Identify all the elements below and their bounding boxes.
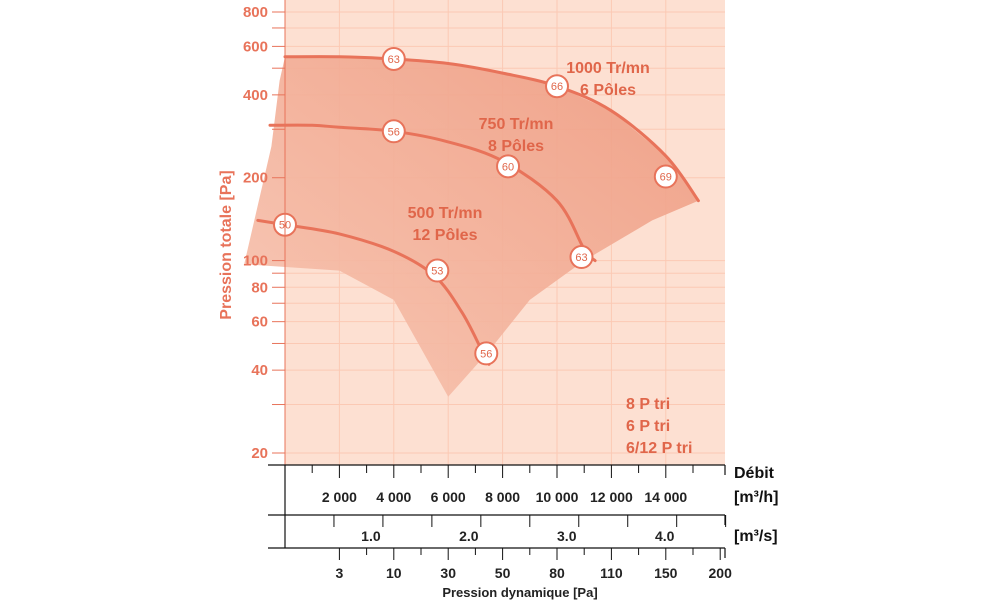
x-axis-m3s-unit: [m³/s] [734,528,778,545]
x-m3h-tick-14000: 14 000 [644,489,687,505]
x-dyn-tick-110: 110 [600,565,623,581]
series-line-0 [283,55,700,203]
svg-text:66: 66 [551,81,563,93]
series-0-marker-66: 66 [545,74,569,99]
svg-text:56: 56 [388,126,400,138]
series-line-1 [268,123,597,263]
series-2-marker-56: 56 [474,341,499,366]
y-tick-label-100: 100 [243,253,268,270]
series-0-marker-63: 63 [381,46,406,71]
x-m3s-tick-3.0: 3.0 [557,528,577,544]
x-m3h-tick-6000: 6 000 [431,489,466,505]
x-dyn-tick-30: 30 [440,565,456,581]
annotation-8p-tri: 8 P tri [626,396,670,413]
x-m3h-tick-8000: 8 000 [485,489,520,505]
y-axis-title: Pression totale [Pa] [218,170,235,319]
x-dyn-tick-150: 150 [654,565,678,581]
x-m3h-tick-2000: 2 000 [322,489,357,505]
y-axis: 800 600 400 200 100 80 60 40 20 [243,0,286,465]
svg-text:56: 56 [480,348,492,360]
svg-text:53: 53 [431,266,443,278]
svg-text:60: 60 [502,161,514,173]
y-tick-label-40: 40 [251,362,268,379]
x-axis-debit-head: Débit [734,465,775,482]
x-m3s-tick-2.0: 2.0 [459,528,479,544]
x-dyn-tick-10: 10 [386,565,402,581]
series-0-marker-69: 69 [653,164,678,189]
annotation-6-12p-tri: 6/12 P tri [626,440,692,457]
series-label-750-speed: 750 Tr/mn [479,116,554,133]
series-label-1000-speed: 1000 Tr/mn [566,60,650,77]
series-label-500-poles: 12 Pôles [413,227,478,244]
bottom-axes: 2 000 4 000 6 000 8 000 10 000 12 000 14 000 1… [268,464,733,581]
series-2-marker-53: 53 [425,258,450,283]
y-tick-label-400: 400 [243,87,268,104]
x-m3s-tick-4.0: 4.0 [655,528,675,544]
x-axis-dynamic-ticks: 3 10 30 50 80 110 150 200 [336,548,733,581]
series-1-marker-60: 60 [496,154,521,179]
svg-text:63: 63 [388,54,400,66]
y-tick-label-80: 80 [251,279,268,296]
y-tick-label-20: 20 [251,445,268,462]
x-m3h-tick-10000: 10 000 [536,489,579,505]
series-1-marker-56: 56 [381,119,406,144]
x-axis-m3h-ticks: 2 000 4 000 6 000 8 000 10 000 12 000 14 000 [311,465,694,505]
svg-text:63: 63 [575,252,587,264]
x-dyn-tick-50: 50 [495,565,511,581]
y-tick-label-600: 600 [243,38,268,55]
series-label-750-poles: 8 Pôles [488,138,544,155]
x-dyn-tick-80: 80 [549,565,565,581]
y-tick-label-800: 800 [243,4,268,21]
series-label-1000-poles: 6 Pôles [580,82,636,99]
annotation-6p-tri: 6 P tri [626,418,670,435]
x-axis-m3s-ticks: 1.0 2.0 3.0 4.0 [333,515,727,544]
series-label-500-speed: 500 Tr/mn [408,205,483,222]
series-label-500: 500 Tr/mn 12 Pôles [408,205,483,244]
x-m3s-tick-1.0: 1.0 [361,528,381,544]
series-label-1000: 1000 Tr/mn 6 Pôles [566,60,650,99]
x-m3h-tick-12000: 12 000 [590,489,633,505]
series-label-750: 750 Tr/mn 8 Pôles [479,116,554,155]
x-dyn-tick-200: 200 [709,565,733,581]
operating-envelope [244,56,699,397]
series-1-marker-63: 63 [569,245,594,270]
x-dyn-tick-3: 3 [336,565,344,581]
y-tick-label-60: 60 [251,314,268,331]
x-axis-m3h-unit: [m³/h] [734,489,778,506]
svg-text:69: 69 [660,172,672,184]
x-m3h-tick-4000: 4 000 [376,489,411,505]
y-tick-label-200: 200 [243,170,268,187]
x-axis-dynamic-title: Pression dynamique [Pa] [442,585,597,600]
